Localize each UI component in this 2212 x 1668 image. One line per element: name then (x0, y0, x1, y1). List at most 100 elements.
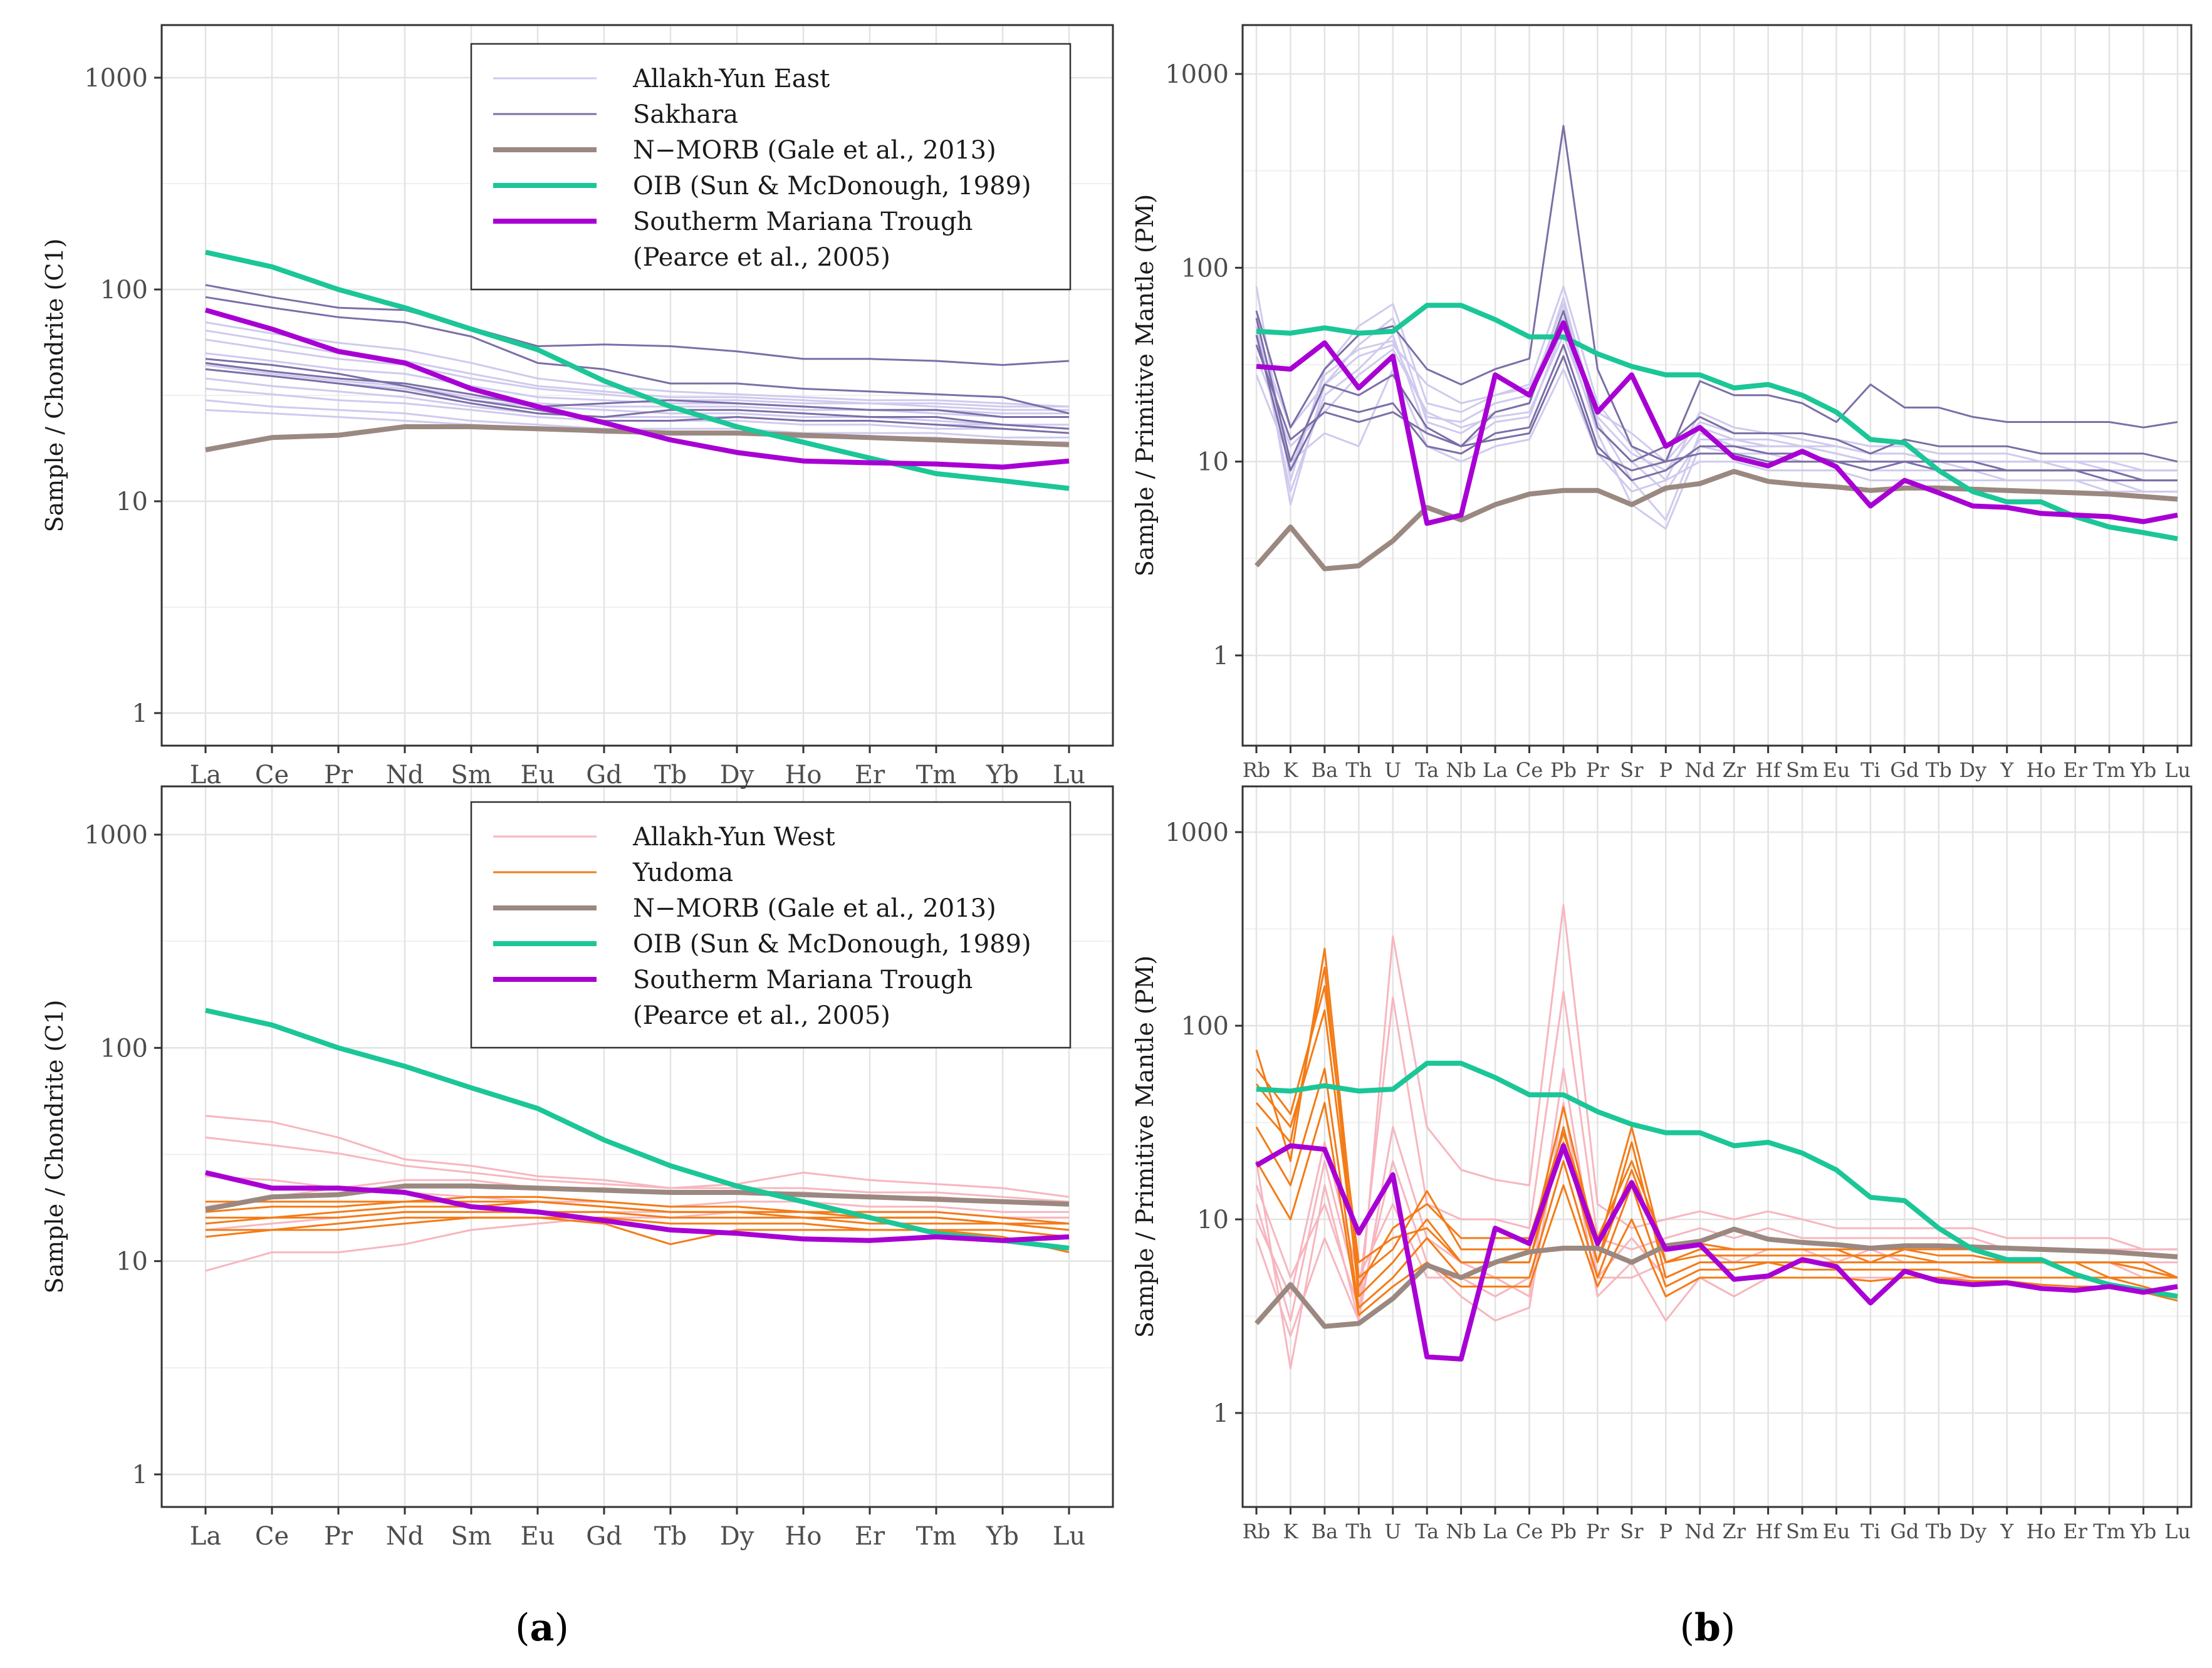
x-tick-label: Ba (1312, 758, 1338, 782)
y-tick-label: 10 (1197, 1206, 1229, 1234)
x-tick-label: Y (2000, 1519, 2014, 1543)
x-tick-label: Ta (1415, 758, 1439, 782)
series-line-smt (205, 1170, 1070, 1243)
x-tick-label: Gd (1890, 758, 1919, 782)
x-tick-label: Dy (720, 761, 754, 790)
x-tick-label: Dy (720, 1522, 754, 1551)
legend-label-oib: OIB (Sun & McDonough, 1989) (633, 172, 1031, 201)
y-tick-label: 1 (132, 699, 148, 728)
caption-b: (b) (1680, 1606, 1736, 1650)
series-line-yudoma-6 (206, 1201, 1070, 1231)
x-tick-label: Sm (1786, 1519, 1818, 1543)
legend: Allakh-Yun East Sakhara N−MORB (Gale et al… (470, 43, 1072, 291)
x-tick-label: Ho (2027, 758, 2056, 782)
x-tick-label: La (190, 1522, 221, 1551)
series-lines (204, 249, 1070, 491)
plot-frame (1241, 24, 2193, 747)
y-axis-label: Sample / Chondrite (C1) (41, 239, 68, 533)
x-tick-label: Ce (1516, 758, 1543, 782)
series-line-smt (1255, 1143, 2178, 1362)
series-line-east-1 (1255, 285, 2178, 482)
gridlines (1243, 786, 2191, 1507)
y-tick-label: 1000 (1165, 818, 1229, 847)
legend-label-sakhara: Sakhara (633, 100, 738, 129)
x-tick-label: Hf (1756, 1519, 1782, 1543)
x-tick-label: Er (2063, 758, 2087, 782)
series-line-west-1 (205, 1115, 1070, 1198)
legend-label-smt-line2: (Pearce et al., 2005) (633, 243, 890, 272)
series-line-yudoma-6 (1255, 985, 2178, 1279)
x-tick-label: Gd (1890, 1519, 1919, 1543)
x-tick-label: Ce (255, 1522, 289, 1551)
y-tick-label: 100 (1181, 254, 1229, 283)
x-tick-label: Ce (255, 761, 289, 790)
x-tick-label: K (1283, 1519, 1298, 1543)
legend-label-smt-line2: (Pearce et al., 2005) (633, 1001, 890, 1030)
x-tick-label: Sm (451, 761, 491, 790)
x-tick-label: Gd (586, 761, 622, 790)
x-tick-label: Dy (1959, 758, 1986, 782)
x-tick-label: Tb (1926, 1519, 1952, 1543)
plot-frame (1241, 785, 2193, 1508)
series-line-east-6 (1255, 368, 2178, 493)
series-line-west-2 (1255, 991, 2178, 1322)
x-tick-label: Sm (1786, 758, 1818, 782)
x-tick-label: La (1483, 1519, 1508, 1543)
y-tick-label: 10 (116, 1248, 148, 1276)
x-tick-label: Sm (451, 1522, 491, 1551)
x-tick-label: Ta (1415, 1519, 1439, 1543)
y-tick-label: 1000 (84, 821, 148, 850)
plot-frame (160, 24, 1114, 747)
x-tick-label: Hf (1756, 758, 1782, 782)
legend: Allakh-Yun West Yudoma N−MORB (Gale et al.… (470, 801, 1072, 1049)
y-tick-label: 1 (1213, 642, 1229, 670)
y-tick-label: 1 (132, 1461, 148, 1489)
x-tick-label: La (190, 761, 221, 790)
legend-label-east: Allakh-Yun East (632, 65, 830, 93)
x-tick-label: Ti (1860, 1519, 1881, 1543)
series-line-oib (1256, 303, 2178, 541)
legend-box (470, 801, 1072, 1049)
x-tick-label: Pr (324, 761, 353, 790)
x-tick-label: Y (2000, 758, 2014, 782)
y-tick-label: 1000 (1165, 60, 1229, 89)
x-tick-label: Yb (2130, 758, 2157, 782)
x-tick-label: P (1659, 1519, 1673, 1543)
x-tick-label: U (1384, 1519, 1401, 1543)
x-tick-label: Eu (521, 761, 555, 790)
series-line-n-morb (205, 1183, 1070, 1212)
series-line-sakhara-2 (1255, 310, 2178, 463)
legend-label-smt: Southerm Mariana Trough (633, 966, 973, 994)
caption-a: (a) (515, 1606, 569, 1650)
x-tick-label: Ho (785, 761, 822, 790)
x-tick-label: Nd (1685, 758, 1715, 782)
series-line-n-morb (1254, 1226, 2178, 1329)
x-tick-label: Ce (1516, 1519, 1543, 1543)
y-tick-label: 10 (116, 487, 148, 516)
series-line-smt (204, 307, 1070, 470)
x-tick-label: Pr (1586, 758, 1610, 782)
series-line-oib (205, 249, 1070, 491)
series-lines (1254, 125, 2178, 571)
series-line-oib (1256, 1060, 2178, 1299)
series-line-sakhara-1 (1255, 125, 2178, 463)
x-tick-label: Tb (654, 1522, 687, 1551)
x-tick-label: Ba (1312, 1519, 1338, 1543)
series-line-sakhara-1 (205, 284, 1070, 366)
series-line-west-1 (1255, 904, 2178, 1370)
x-tick-label: Er (855, 1522, 885, 1551)
series-line-east-2 (205, 338, 1069, 411)
series-line-yudoma-3 (205, 1211, 1070, 1231)
legend-label-nmorb: N−MORB (Gale et al., 2013) (633, 894, 996, 923)
series-line-n-morb (1254, 469, 2178, 571)
x-tick-label: Eu (521, 1522, 555, 1551)
x-tick-label: Th (1345, 1519, 1372, 1543)
x-tick-label: Lu (1053, 761, 1085, 790)
series-line-east-1 (205, 321, 1070, 408)
x-tick-label: Sr (1620, 758, 1644, 782)
x-tick-label: Tm (2093, 758, 2126, 782)
x-tick-label: Yb (986, 761, 1019, 790)
x-tick-label: Lu (1053, 1522, 1085, 1551)
